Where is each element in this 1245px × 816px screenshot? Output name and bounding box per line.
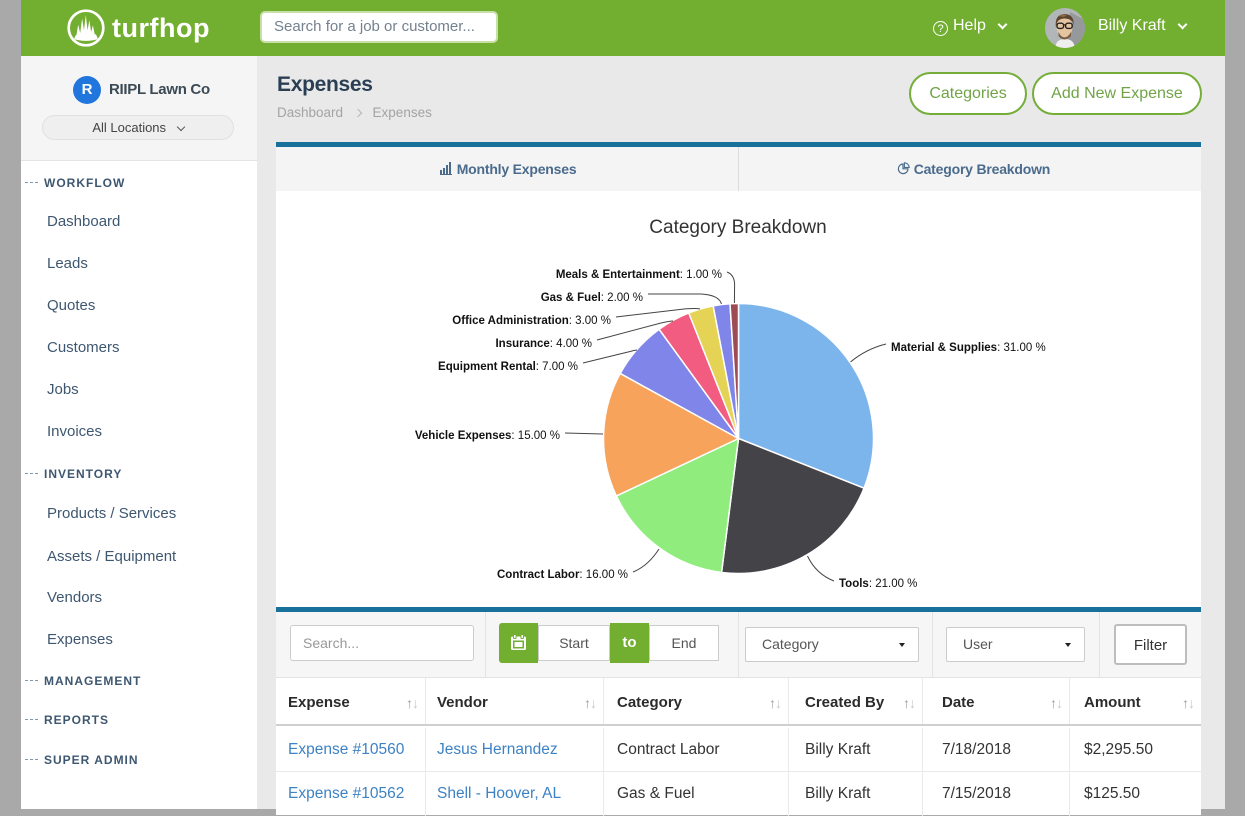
svg-text:Category Breakdown: Category Breakdown: [649, 217, 826, 238]
svg-text:Vehicle Expenses: 15.00 %: Vehicle Expenses: 15.00 %: [415, 430, 560, 442]
svg-text:Office Administration: 3.00 %: Office Administration: 3.00 %: [452, 315, 611, 327]
svg-text:Gas & Fuel: 2.00 %: Gas & Fuel: 2.00 %: [541, 292, 643, 304]
svg-text:Meals & Entertainment: 1.00 %: Meals & Entertainment: 1.00 %: [556, 269, 722, 281]
svg-text:Insurance: 4.00 %: Insurance: 4.00 %: [495, 338, 592, 350]
svg-text:Equipment Rental: 7.00 %: Equipment Rental: 7.00 %: [438, 361, 578, 373]
svg-text:Tools: 21.00 %: Tools: 21.00 %: [839, 578, 917, 590]
svg-text:Material & Supplies: 31.00 %: Material & Supplies: 31.00 %: [891, 342, 1046, 354]
svg-text:Contract Labor: 16.00 %: Contract Labor: 16.00 %: [497, 569, 628, 581]
